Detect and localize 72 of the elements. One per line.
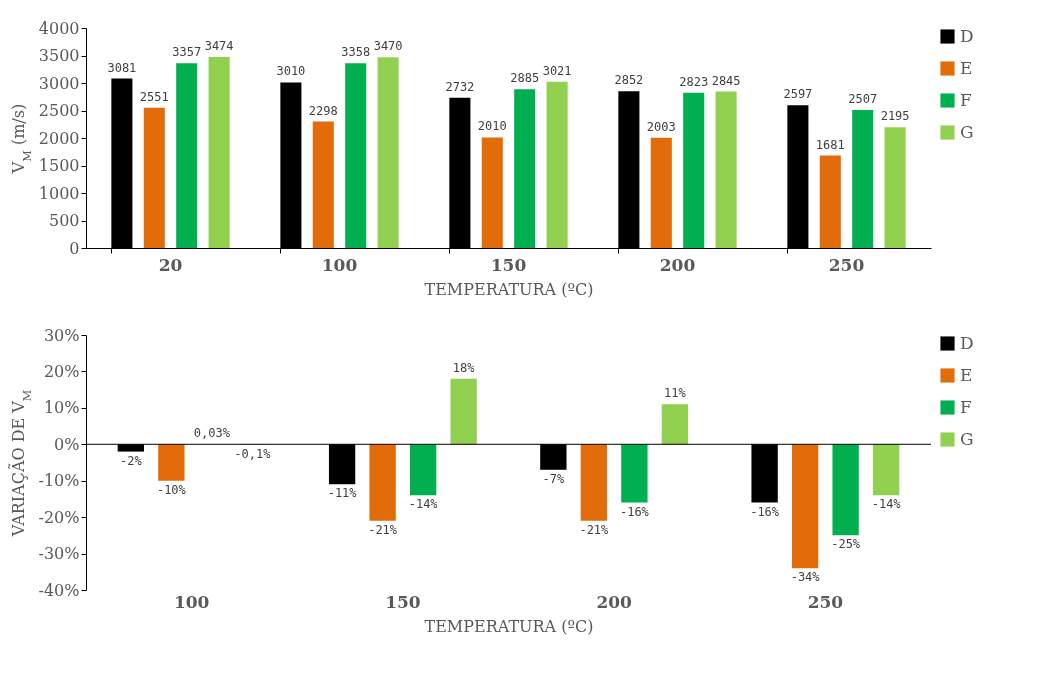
y-tick-label: 20% [43,361,80,381]
data-label: -10% [156,482,187,497]
y-tick-label: 2000 [38,128,80,148]
x-tick-label: 100 [173,591,210,612]
data-label: 2845 [711,73,741,88]
data-label: -2% [120,453,143,468]
y-tick-label: -40% [38,580,80,600]
data-label: 2852 [614,73,644,88]
y-tick-label: 2500 [38,101,80,120]
data-label: 2010 [477,119,507,134]
y-tick-label: 3500 [38,46,80,65]
data-label: -0,1% [234,446,272,461]
data-label: 0,03% [193,426,231,441]
data-label: 3358 [341,45,371,60]
data-label: -16% [750,504,780,519]
x-tick-label: 100 [321,254,358,275]
data-label: 2551 [139,89,169,104]
y-tick-label: -30% [38,544,80,564]
legend-label: D [960,25,974,46]
legend-label: G [960,121,974,142]
x-tick-label: 250 [807,591,844,612]
data-label: 3357 [172,45,202,60]
data-label: 3081 [107,60,137,75]
data-label: -25% [831,537,861,552]
y-tick-label: 0 [69,238,80,258]
legend-label: E [960,57,973,78]
x-tick-label: 150 [490,254,527,275]
data-label: -21% [579,522,610,537]
y-tick-label: 30% [43,325,80,345]
x-tick-label: 200 [659,254,696,275]
y-tick-label: 3000 [38,73,80,93]
x-axis-title: TEMPERATURA (ºC) [424,279,594,299]
data-label: 18% [452,360,476,375]
data-label: -7% [542,471,565,486]
data-label: -11% [327,486,358,501]
data-label: -21% [368,522,398,537]
legend-label: D [960,332,974,353]
x-tick-label: 20 [158,254,183,275]
data-label: 2823 [679,74,709,89]
data-label: 2003 [646,119,676,134]
data-label: 2597 [783,87,813,102]
data-label: -16% [619,504,650,519]
data-label: -14% [408,497,439,512]
legend-label: E [960,364,973,385]
legend-label: G [960,428,974,449]
data-label: 11% [664,386,687,401]
y-tick-label: -10% [38,471,80,491]
legend-label: F [960,89,972,110]
x-tick-label: 200 [596,591,633,612]
legend-label: F [960,396,972,417]
y-tick-label: 10% [43,398,80,418]
y-tick-label: 0% [54,434,80,454]
data-label: -34% [790,570,821,585]
y-tick-label: 500 [48,211,80,230]
x-axis-title: TEMPERATURA (ºC) [424,616,594,636]
x-tick-label: 250 [828,254,865,275]
data-label: 1681 [815,137,845,152]
y-tick-label: -20% [38,507,80,527]
data-label: 3470 [373,39,403,54]
data-label: 2885 [510,71,540,86]
data-label: 2195 [880,109,910,124]
x-tick-label: 150 [385,591,421,612]
data-label: 3010 [276,64,306,79]
data-label: 2732 [445,79,475,94]
data-label: -14% [871,497,902,512]
data-label: 2298 [308,103,338,118]
data-label: 2507 [848,92,878,107]
y-tick-label: 4000 [38,18,80,38]
data-label: 3474 [204,38,234,53]
y-tick-label: 1500 [38,156,80,175]
y-tick-label: 1000 [38,183,80,203]
data-label: 3021 [542,63,572,78]
